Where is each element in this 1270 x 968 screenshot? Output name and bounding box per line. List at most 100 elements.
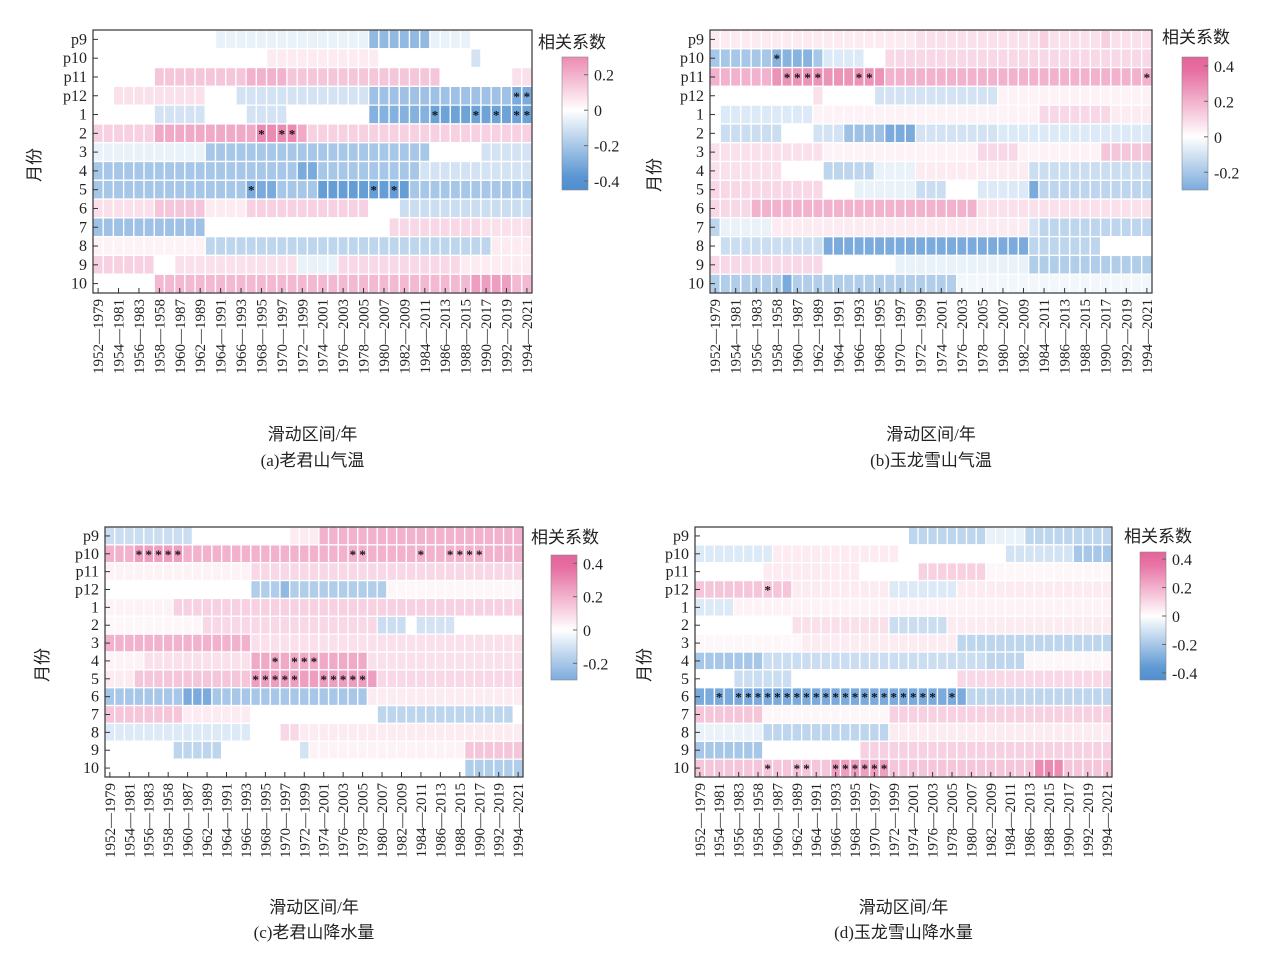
heatmap-cell: [936, 704, 948, 725]
heatmap-panel-d: ** * * * * * * * * * * * * * * * * * * * * * ** * * * * * * * *p9p10p1…: [635, 526, 1197, 942]
heatmap-cell: [269, 722, 281, 742]
heatmap-cell: [742, 597, 754, 617]
heatmap-cell: [945, 217, 958, 238]
heatmap-cell: [449, 254, 462, 275]
heatmap-cell: [729, 104, 742, 125]
heatmap-cell: [966, 179, 978, 200]
heatmap-cell: [230, 687, 242, 707]
heatmap-cell: [791, 722, 803, 742]
heatmap-cell: [490, 85, 503, 106]
heatmap-cell: [863, 142, 876, 163]
heatmap-cell: [429, 66, 441, 88]
heatmap-cell: [500, 123, 513, 144]
heatmap-cell: [771, 579, 783, 600]
heatmap-cell: [1004, 544, 1016, 564]
heatmap-cell: [1101, 651, 1113, 671]
heatmap-cell: [439, 217, 451, 238]
y-tick-label: 6: [91, 689, 99, 706]
heatmap-cell: [1007, 66, 1020, 88]
significance-star: *: [432, 108, 439, 123]
heatmap-cell: [245, 123, 257, 144]
heatmap-cell: [194, 235, 206, 257]
heatmap-cell: [842, 85, 855, 106]
heatmap-cell: [839, 544, 851, 564]
heatmap-cell: [473, 579, 485, 600]
heatmap-cell: [832, 198, 845, 219]
heatmap-cell: [502, 544, 514, 564]
heatmap-cell: [868, 669, 880, 689]
heatmap-cell: [733, 704, 745, 725]
heatmap-cell: [868, 579, 880, 600]
heatmap-cell: [122, 66, 135, 88]
heatmap-cell: [791, 123, 804, 144]
heatmap-cell: [434, 597, 446, 617]
x-tick-label: 1958—1958: [751, 783, 767, 858]
heatmap-cell: [729, 29, 742, 50]
heatmap-cell: [1141, 198, 1153, 219]
heatmap-cell: [1069, 104, 1081, 125]
heatmap-cell: [801, 254, 814, 275]
heatmap-cell: [502, 704, 514, 725]
heatmap-cell: [250, 687, 262, 707]
heatmap-cell: [419, 29, 431, 50]
heatmap-cell: [935, 160, 948, 181]
heatmap-cell: [191, 633, 203, 653]
heatmap-cell: [1058, 179, 1071, 200]
heatmap-cell: [502, 579, 514, 600]
heatmap-cell: [956, 579, 968, 600]
heatmap-cell: [849, 615, 861, 635]
significance-star: *: [473, 108, 480, 123]
heatmap-cell: [997, 254, 1009, 275]
significance-star: *: [774, 690, 781, 705]
heatmap-cell: [415, 562, 427, 582]
heatmap-cell: [884, 142, 896, 163]
heatmap-cell: [878, 722, 890, 742]
heatmap-cell: [742, 633, 754, 653]
heatmap-cell: [434, 669, 446, 689]
heatmap-cell: [925, 160, 937, 181]
heatmap-cell: [408, 235, 421, 257]
heatmap-cell: [225, 254, 237, 275]
heatmap-cell: [163, 160, 176, 181]
heatmap-cell: [286, 48, 298, 69]
heatmap-cell: [820, 526, 832, 546]
heatmap-cell: [502, 562, 514, 582]
heatmap-cell: [255, 66, 268, 88]
heatmap-cell: [904, 48, 917, 69]
significance-star: *: [282, 672, 289, 687]
heatmap-cell: [719, 179, 732, 200]
heatmap-cell: [1017, 179, 1030, 200]
significance-star: *: [774, 51, 781, 66]
heatmap-cell: [327, 562, 339, 582]
heatmap-cell: [163, 104, 176, 125]
heatmap-cell: [898, 526, 909, 546]
heatmap-cell: [976, 179, 989, 200]
heatmap-cell: [405, 615, 417, 635]
heatmap-cell: [143, 160, 155, 181]
heatmap-cell: [133, 722, 145, 742]
heatmap-cell: [888, 579, 900, 600]
heatmap-cell: [791, 651, 803, 671]
heatmap-cell: [1130, 179, 1143, 200]
heatmap-cell: [201, 526, 213, 546]
heatmap-cell: [306, 85, 319, 106]
heatmap-cell: [1091, 597, 1103, 617]
heatmap-cell: [760, 66, 773, 88]
heatmap-cell: [1017, 29, 1030, 50]
significance-star: *: [764, 761, 771, 776]
heatmap-cell: [1004, 597, 1016, 617]
heatmap-cell: [318, 579, 330, 600]
significance-star: *: [165, 547, 172, 562]
heatmap-cell: [245, 142, 257, 163]
heatmap-cell: [366, 758, 378, 778]
heatmap-cell: [723, 544, 735, 564]
heatmap-cell: [704, 758, 716, 778]
heatmap-cell: [956, 615, 968, 635]
heatmap-cell: [1017, 48, 1030, 69]
heatmap-cell: [1120, 235, 1133, 257]
heatmap-cell: [935, 29, 948, 50]
heatmap-cell: [873, 48, 886, 69]
heatmap-cell: [1043, 526, 1055, 546]
heatmap-cell: [347, 615, 359, 635]
heatmap-cell: [279, 562, 291, 582]
